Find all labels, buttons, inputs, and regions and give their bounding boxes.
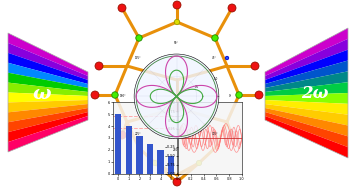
Polygon shape [8,33,88,76]
Bar [126,126,132,174]
Bar [168,156,174,174]
Polygon shape [8,108,88,132]
Polygon shape [8,100,88,112]
Circle shape [174,19,180,25]
Circle shape [196,160,202,166]
Polygon shape [8,116,88,152]
Polygon shape [8,63,88,88]
Circle shape [91,91,99,99]
Polygon shape [8,73,88,92]
Circle shape [255,91,263,99]
Circle shape [157,106,161,110]
Circle shape [118,4,126,12]
Polygon shape [265,104,348,125]
Circle shape [136,35,142,41]
Polygon shape [265,82,348,96]
Circle shape [236,92,242,98]
Polygon shape [265,100,348,115]
Circle shape [228,4,236,12]
Polygon shape [265,112,348,147]
Polygon shape [8,112,88,142]
Bar [115,114,121,174]
Polygon shape [265,93,348,104]
Circle shape [173,104,181,112]
Bar [157,150,164,174]
Polygon shape [265,108,348,136]
Polygon shape [8,83,88,96]
Polygon shape [8,53,88,84]
Text: 2ω: 2ω [301,85,329,102]
Polygon shape [8,104,88,122]
Circle shape [212,35,218,41]
Polygon shape [265,28,348,76]
Bar [147,144,153,174]
Circle shape [251,62,259,70]
Polygon shape [8,92,88,102]
Polygon shape [265,71,348,92]
Polygon shape [265,116,348,158]
Circle shape [225,56,229,60]
Circle shape [228,131,236,139]
Bar [136,136,143,174]
Circle shape [173,178,181,186]
Polygon shape [265,50,348,84]
Circle shape [112,92,118,98]
Polygon shape [8,43,88,80]
Circle shape [152,160,158,166]
Circle shape [95,62,103,70]
Polygon shape [265,39,348,80]
Polygon shape [265,60,348,88]
Circle shape [173,1,181,9]
Text: ω: ω [33,85,51,103]
Circle shape [118,131,126,139]
